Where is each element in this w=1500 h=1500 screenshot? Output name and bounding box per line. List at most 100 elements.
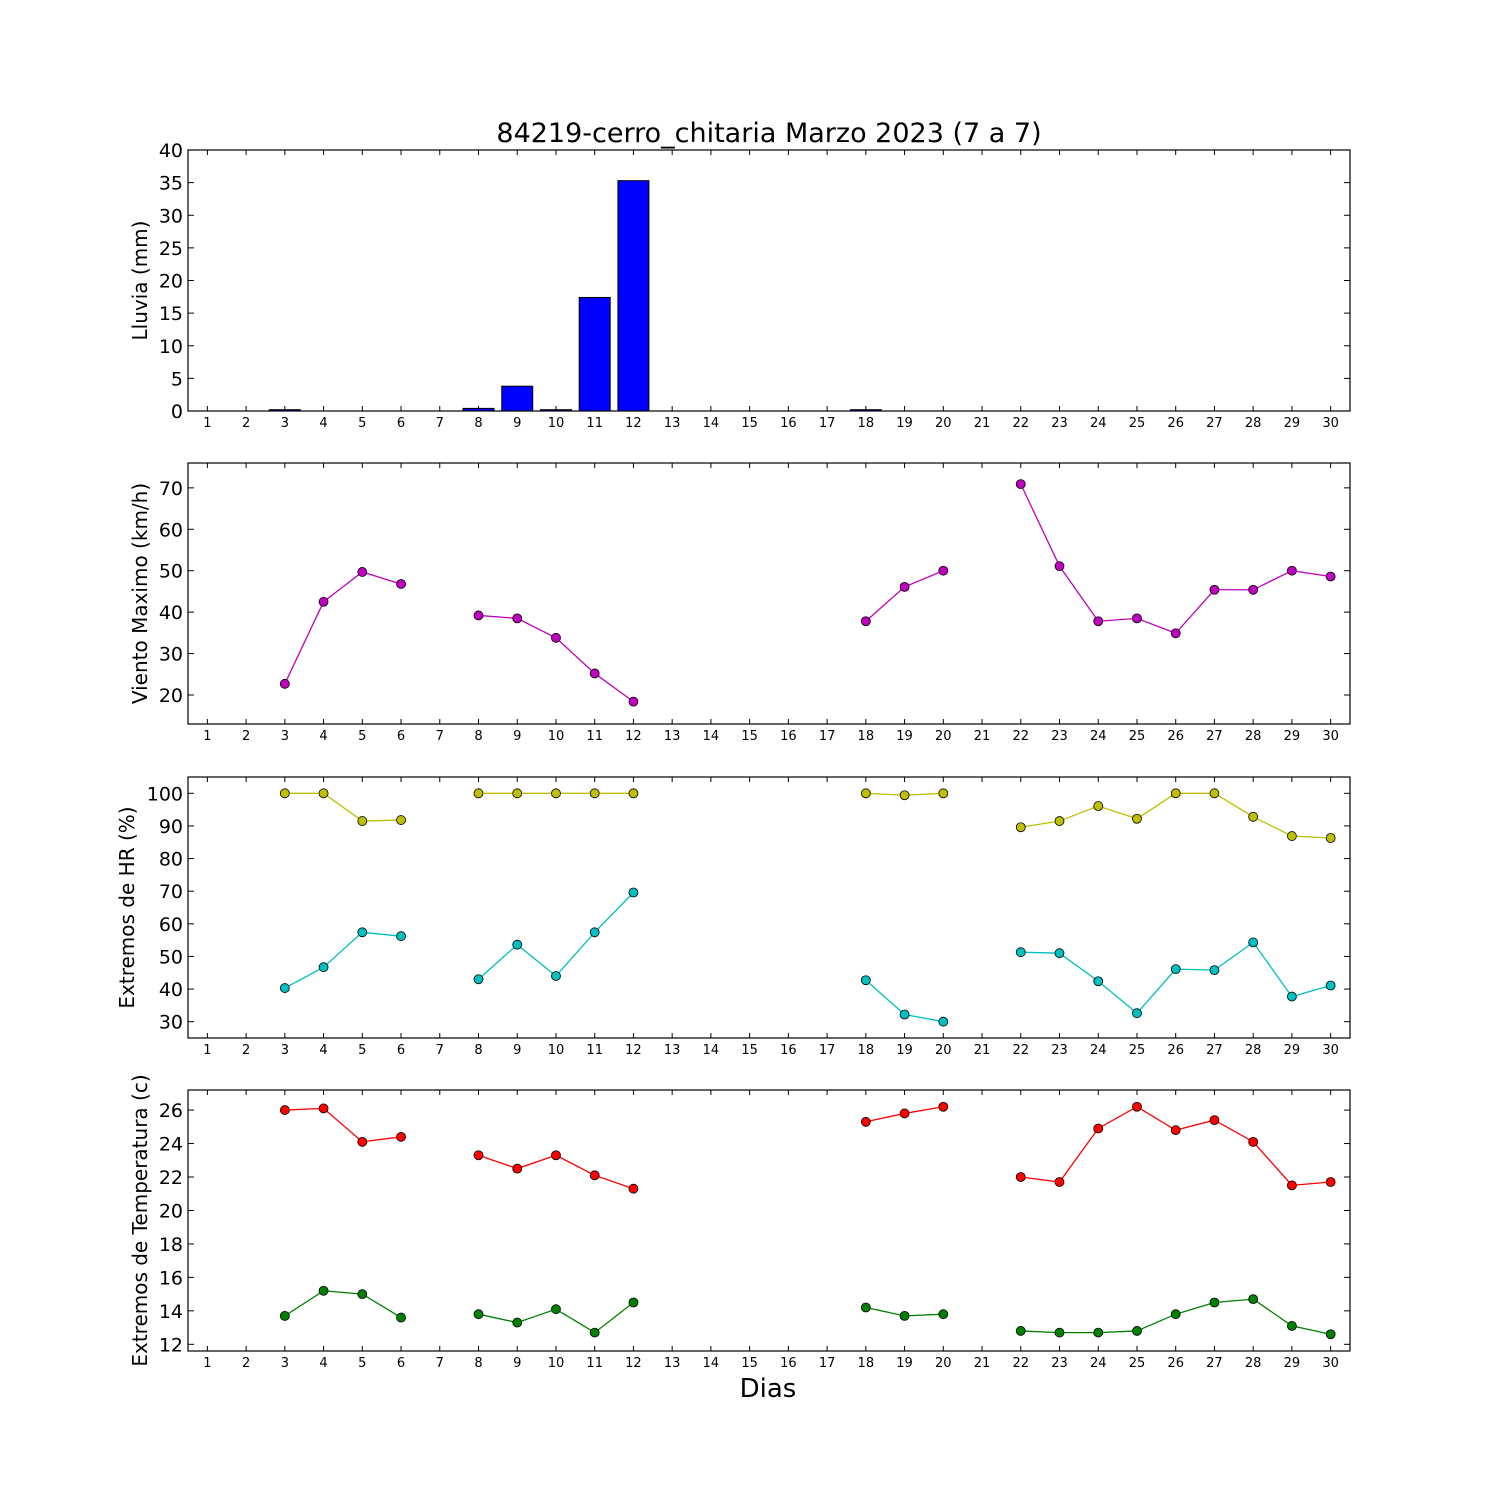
x-tick-label: 30	[1322, 729, 1339, 744]
y-tick-label: 20	[159, 1200, 183, 1222]
x-tick-label: 13	[664, 1043, 681, 1058]
x-tick-label: 12	[625, 416, 642, 431]
x-tick-label: 27	[1206, 416, 1223, 431]
x-tick-label: 19	[896, 1043, 913, 1058]
x-tick-label: 18	[858, 416, 875, 431]
x-tick-label: 25	[1129, 1356, 1146, 1371]
data-point	[1054, 816, 1065, 826]
y-tick-label: 40	[159, 140, 183, 162]
y-tick-label: 20	[159, 685, 183, 707]
x-tick-label: 28	[1245, 416, 1262, 431]
series-line	[284, 792, 402, 822]
x-tick-label: 16	[780, 416, 797, 431]
data-point	[396, 579, 406, 589]
data-point	[279, 983, 290, 993]
x-tick-label: 9	[513, 729, 521, 744]
data-point	[589, 668, 600, 679]
data-point	[357, 927, 368, 938]
x-tick-label: 5	[358, 416, 366, 431]
rain-bar	[617, 180, 650, 412]
data-point	[1093, 1123, 1104, 1134]
data-point	[1015, 1326, 1026, 1336]
x-tick-label: 27	[1206, 1356, 1223, 1371]
data-point	[938, 1309, 949, 1320]
data-point	[1132, 813, 1142, 824]
x-tick-label: 12	[625, 729, 642, 744]
y-tick-label: 30	[159, 644, 183, 666]
y-tick-label: 22	[159, 1167, 183, 1189]
data-point	[512, 939, 523, 950]
data-point	[1325, 1329, 1336, 1340]
data-point	[1287, 1180, 1297, 1191]
x-tick-label: 6	[397, 416, 405, 431]
x-tick-label: 30	[1322, 416, 1339, 431]
data-point	[860, 1116, 871, 1127]
data-point	[551, 1304, 561, 1315]
x-tick-label: 7	[436, 1043, 444, 1058]
data-point	[512, 1317, 523, 1328]
data-point	[357, 567, 368, 577]
x-tick-label: 23	[1051, 1356, 1068, 1371]
x-tick-label: 3	[281, 729, 289, 744]
x-tick-label: 28	[1245, 1043, 1262, 1058]
data-point	[318, 1285, 329, 1296]
data-point	[1170, 788, 1181, 799]
y-tick-label: 16	[159, 1267, 183, 1289]
x-tick-label: 15	[741, 1043, 758, 1058]
data-point	[1209, 965, 1220, 976]
data-point	[473, 974, 484, 985]
data-point	[318, 1103, 329, 1114]
x-tick-label: 3	[281, 1043, 289, 1058]
data-point	[279, 1105, 290, 1115]
x-tick-label: 6	[397, 1356, 405, 1371]
data-point	[357, 816, 368, 826]
data-point	[899, 790, 910, 801]
x-tick-label: 28	[1245, 1356, 1262, 1371]
x-tick-label: 7	[436, 1356, 444, 1371]
y-tick-label: 15	[159, 303, 183, 325]
y-tick-label: 60	[159, 519, 183, 541]
x-tick-label: 29	[1284, 1356, 1301, 1371]
x-tick-label: 20	[935, 1356, 952, 1371]
data-point	[512, 1163, 523, 1174]
x-tick-label: 7	[436, 416, 444, 431]
x-tick-label: 26	[1167, 729, 1184, 744]
x-tick-label: 22	[1012, 729, 1029, 744]
data-point	[473, 610, 484, 621]
data-point	[396, 931, 406, 942]
y-tick-label: 5	[171, 368, 183, 390]
x-tick-label: 5	[358, 729, 366, 744]
x-tick-label: 14	[703, 1356, 720, 1371]
x-tick-label: 26	[1167, 1356, 1184, 1371]
data-point	[1325, 571, 1336, 582]
y-axis-label: Viento Maximo (km/h)	[128, 483, 152, 704]
data-point	[512, 613, 523, 624]
x-tick-label: 13	[664, 416, 681, 431]
data-point	[1287, 565, 1297, 576]
data-point	[1132, 1008, 1142, 1019]
x-tick-label: 23	[1051, 416, 1068, 431]
x-tick-label: 4	[319, 416, 327, 431]
data-point	[1209, 1115, 1220, 1126]
x-tick-label: 4	[319, 1043, 327, 1058]
x-tick-label: 25	[1129, 416, 1146, 431]
data-point	[1093, 616, 1104, 627]
data-point	[1093, 976, 1104, 987]
x-tick-label: 18	[858, 1043, 875, 1058]
data-point	[628, 788, 639, 799]
y-axis-label: Lluvia (mm)	[128, 221, 152, 341]
x-tick-label: 21	[974, 416, 991, 431]
panel-frame	[187, 1089, 1351, 1352]
data-point	[899, 581, 910, 592]
data-point	[1054, 948, 1065, 959]
x-tick-label: 12	[625, 1356, 642, 1371]
data-point	[1015, 822, 1026, 833]
x-tick-label: 3	[281, 1356, 289, 1371]
x-tick-label: 9	[513, 1356, 521, 1371]
data-point	[899, 1108, 910, 1119]
x-tick-label: 15	[741, 416, 758, 431]
data-point	[396, 1312, 406, 1323]
x-tick-label: 29	[1284, 416, 1301, 431]
